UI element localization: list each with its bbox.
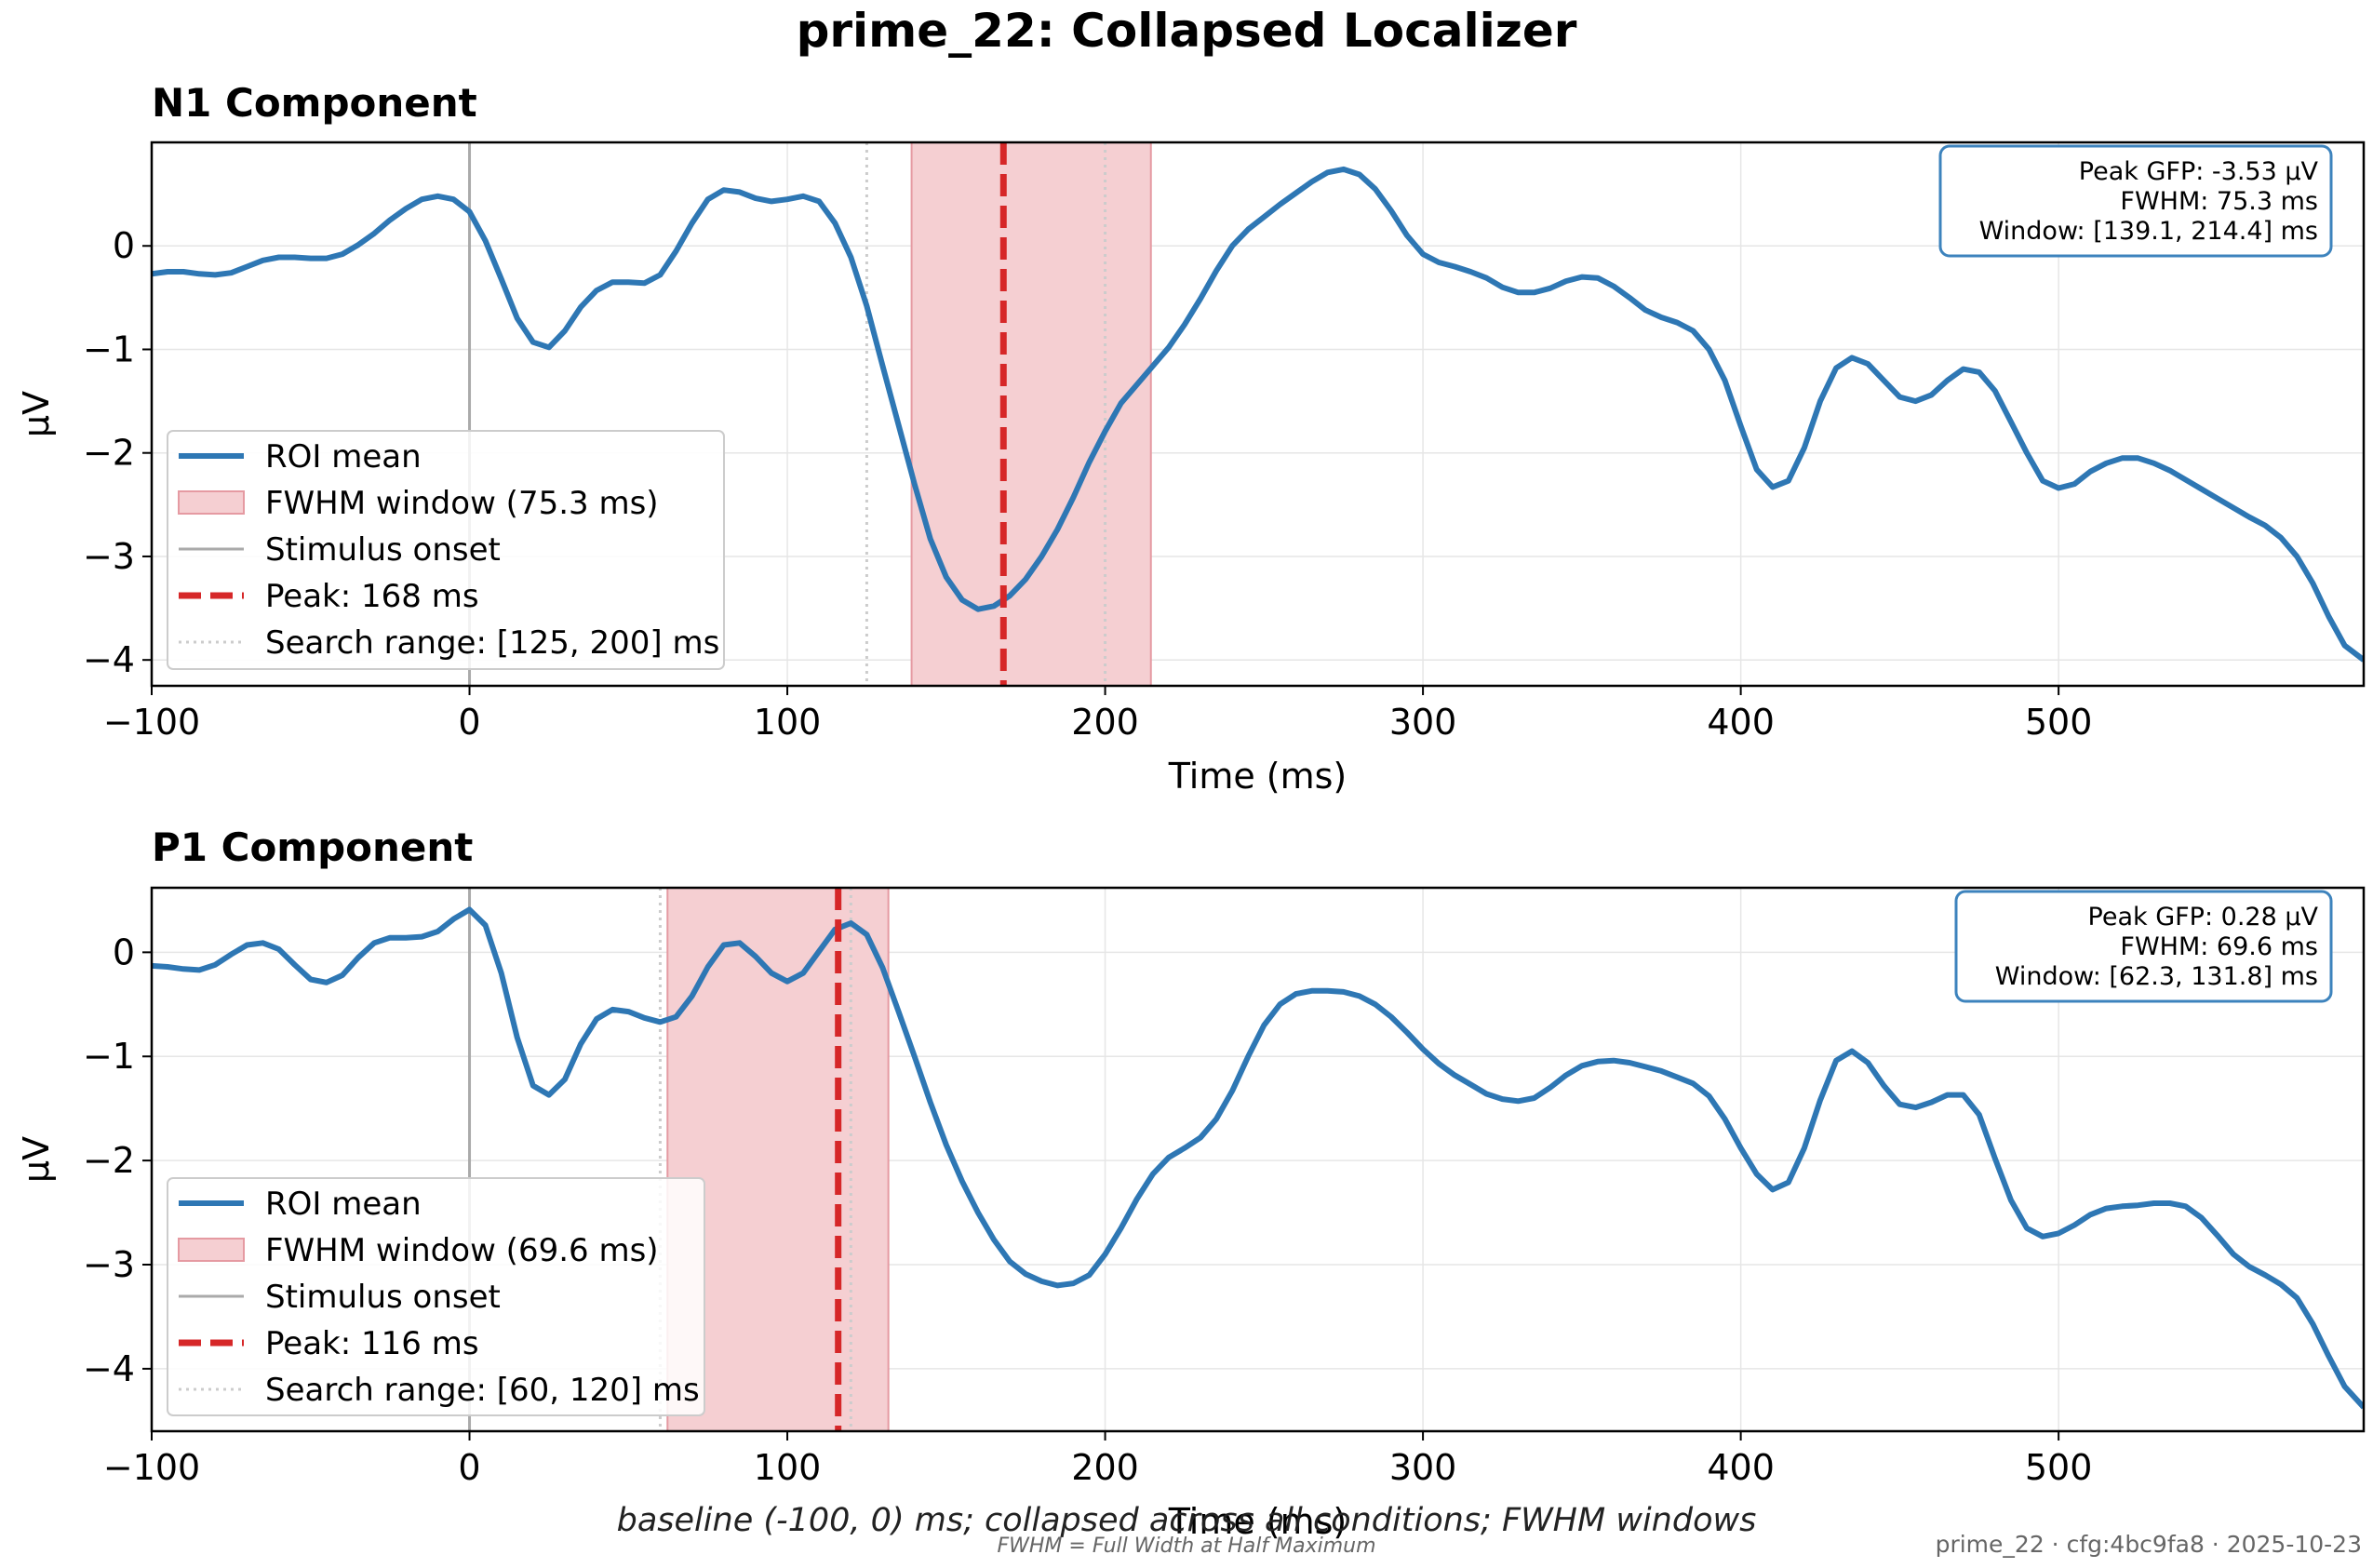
- legend-handle-fwhm: [178, 1238, 245, 1262]
- x-tick-label: 300: [1389, 1447, 1457, 1488]
- info-box-frame: [1954, 890, 2333, 1003]
- axis-ticks: −100 0 100 200 300 400 500 0 −1 −2 −3 −4: [83, 931, 2092, 1488]
- roi-mean-line: [152, 166, 2364, 663]
- axes-frame: [150, 886, 2366, 1433]
- legend-label: Search range: [60, 120] ms: [265, 1372, 700, 1409]
- info-box-line: FWHM: 69.6 ms: [2120, 932, 2318, 961]
- x-tick-label: 500: [2025, 1447, 2093, 1488]
- info-box-line: Peak GFP: 0.28 µV: [2088, 903, 2319, 931]
- footer-meta: prime_22 · cfg:4bc9fa8 · 2025-10-23: [1936, 1531, 2362, 1558]
- x-axis-label: Time (ms): [1168, 1501, 1347, 1542]
- legend-label: Peak: 116 ms: [265, 1325, 479, 1362]
- x-tick-label: −100: [103, 1447, 200, 1488]
- info-box-frame: [1938, 144, 2333, 258]
- info-box-line: Window: [62.3, 131.8] ms: [1995, 962, 2318, 991]
- axes-frame: [150, 141, 2366, 688]
- y-tick-label: −3: [83, 1244, 135, 1285]
- x-tick-label: 100: [754, 702, 822, 743]
- y-tick-label: −4: [83, 639, 135, 680]
- legend-label: Search range: [125, 200] ms: [265, 624, 719, 662]
- x-tick-label: 100: [754, 1447, 822, 1488]
- legend-label: ROI mean: [265, 438, 422, 476]
- n1-component-panel: −100 0 100 200 300 400 500 0 −1 −2 −3 −4 N1 Componen…: [16, 80, 2366, 797]
- legend-label: Stimulus onset: [265, 1279, 501, 1316]
- info-box-line: Window: [139.1, 214.4] ms: [1979, 217, 2318, 246]
- x-tick-label: 200: [1071, 1447, 1139, 1488]
- figure-title: prime_22: Collapsed Localizer: [797, 4, 1577, 58]
- roi-mean-line: [152, 906, 2364, 1410]
- panel-title: N1 Component: [152, 80, 477, 126]
- legend-label: ROI mean: [265, 1186, 422, 1223]
- footer-note: FWHM = Full Width at Half Maximum: [997, 1534, 1375, 1558]
- x-tick-label: 500: [2025, 702, 2093, 743]
- y-tick-label: −1: [83, 328, 135, 369]
- y-axis-label: µV: [16, 391, 57, 437]
- legend-frame: [167, 430, 725, 670]
- info-box-line: Peak GFP: -3.53 µV: [2079, 157, 2319, 186]
- y-tick-label: −4: [83, 1348, 135, 1389]
- p1-component-panel: −100 0 100 200 300 400 500 0 −1 −2 −3 −4 P1 Componen…: [16, 824, 2366, 1542]
- legend: ROI mean FWHM window (75.3 ms) Stimulus on…: [167, 430, 725, 670]
- y-tick-label: −3: [83, 536, 135, 577]
- x-tick-label: −100: [103, 702, 200, 743]
- y-tick-label: 0: [113, 931, 135, 972]
- x-tick-label: 200: [1071, 702, 1139, 743]
- x-tick-label: 0: [458, 1447, 480, 1488]
- plot-area: [152, 142, 2364, 686]
- legend-label: Peak: 168 ms: [265, 578, 479, 615]
- axis-ticks: −100 0 100 200 300 400 500 0 −1 −2 −3 −4: [83, 225, 2092, 743]
- y-tick-label: 0: [113, 225, 135, 266]
- x-tick-label: 300: [1389, 702, 1457, 743]
- footer-caption: baseline (-100, 0) ms; collapsed across …: [617, 1502, 1757, 1539]
- info-box-line: FWHM: 75.3 ms: [2120, 187, 2318, 216]
- legend: ROI mean FWHM window (69.6 ms) Stimulus on…: [167, 1177, 705, 1416]
- y-tick-label: −2: [83, 1140, 135, 1181]
- legend-label: Stimulus onset: [265, 531, 501, 569]
- y-axis-label: µV: [16, 1136, 57, 1183]
- legend-frame: [167, 1177, 705, 1416]
- x-axis-label: Time (ms): [1168, 756, 1347, 797]
- legend-label: FWHM window (69.6 ms): [265, 1232, 659, 1269]
- panel-title: P1 Component: [152, 824, 473, 870]
- y-tick-label: −1: [83, 1036, 135, 1077]
- fwhm-window: [910, 142, 1152, 686]
- x-tick-label: 400: [1707, 1447, 1775, 1488]
- y-tick-label: −2: [83, 433, 135, 474]
- legend-handle-fwhm: [178, 490, 245, 515]
- legend-label: FWHM window (75.3 ms): [265, 485, 659, 522]
- x-tick-label: 0: [458, 702, 480, 743]
- x-tick-label: 400: [1707, 702, 1775, 743]
